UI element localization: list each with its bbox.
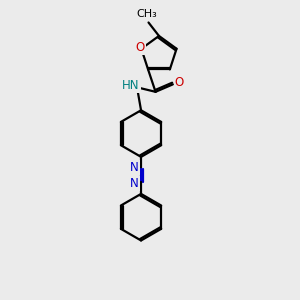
Text: CH₃: CH₃ (136, 9, 158, 19)
Text: N: N (130, 177, 139, 190)
Text: N: N (130, 161, 139, 174)
Text: HN: HN (122, 79, 140, 92)
Text: O: O (136, 41, 145, 54)
Text: O: O (175, 76, 184, 89)
